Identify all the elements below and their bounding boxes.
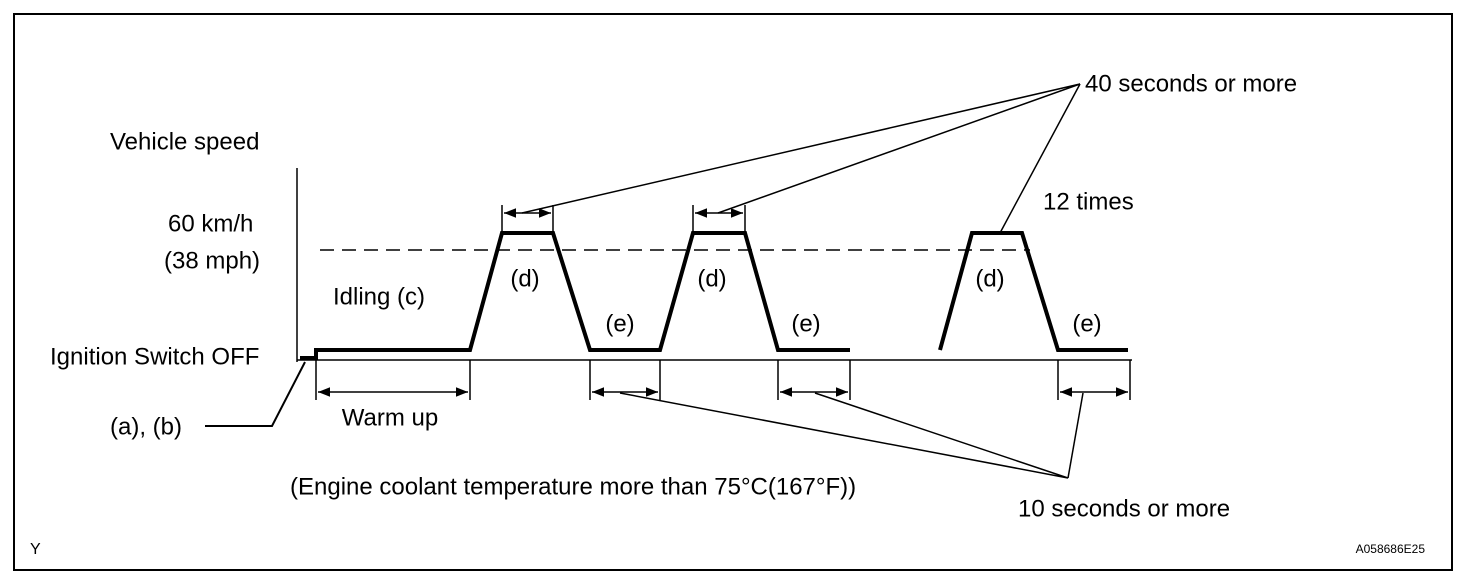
frame [13, 13, 1453, 571]
phase-label: Warm up [342, 404, 438, 431]
speed-profile [300, 231, 1128, 360]
condition: (Engine coolant temperature more than 75… [290, 473, 856, 500]
phase-label: (d) [510, 265, 539, 292]
corner-mark: Y [30, 541, 41, 558]
phase-label: (e) [791, 310, 820, 337]
steps-label: (a), (b) [110, 413, 182, 440]
figure-code: A058686E25 [1356, 542, 1426, 556]
phase-label: Idling (c) [333, 283, 425, 310]
repeat-label: 12 times [1043, 188, 1134, 215]
axes [296, 168, 1132, 362]
phase-label: (e) [605, 310, 634, 337]
start-label: Ignition Switch OFF [50, 343, 259, 370]
speed-label: 60 km/h [168, 210, 253, 237]
speed-label: (38 mph) [164, 247, 260, 274]
phase-label: (d) [975, 265, 1004, 292]
leader-label: 40 seconds or more [1085, 70, 1297, 97]
dimensions [315, 205, 1131, 400]
phase-label: (e) [1072, 310, 1101, 337]
axis-title: Vehicle speed [110, 128, 259, 155]
leader-label: 10 seconds or more [1018, 495, 1230, 522]
phase-label: (d) [697, 265, 726, 292]
leader-lines [205, 83, 1084, 479]
